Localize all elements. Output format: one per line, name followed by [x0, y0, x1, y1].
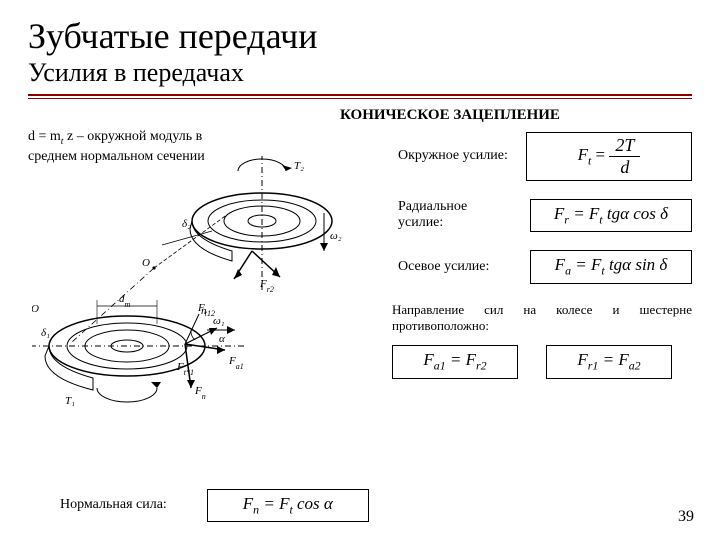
section-heading: КОНИЧЕСКОЕ ЗАЦЕПЛЕНИЕ	[208, 107, 692, 124]
svg-text:Fr2: Fr2	[259, 278, 274, 294]
svg-text:ω₂: ω₂	[330, 230, 342, 242]
row-axial: Осевое усилие: Fa = Ft tgα sin δ	[392, 250, 692, 283]
svg-text:O: O	[32, 303, 39, 315]
formula-fn: Fn = Ft cos α	[207, 489, 369, 522]
normal-force-row: Нормальная сила: Fn = Ft cos α	[60, 489, 369, 522]
svg-text:α: α	[219, 333, 225, 345]
svg-text:O: O	[142, 257, 150, 269]
svg-text:δ₁: δ₁	[41, 327, 50, 339]
bevel-gear-diagram: T₂ ω₂ δ₂ Fr2 Ft12	[32, 156, 372, 416]
page-subtitle: Усилия в передачах	[28, 58, 692, 88]
svg-text:Fa1: Fa1	[228, 355, 244, 371]
svg-text:n: n	[201, 305, 207, 317]
label-radial: Радиальное усилие:	[392, 199, 508, 231]
svg-text:ω₁: ω₁	[213, 315, 225, 327]
row-circumferential: Окружное усилие: Ft = 2T d	[392, 132, 692, 181]
row-radial: Радиальное усилие: Fr = Ft tgα cos δ	[392, 199, 692, 232]
formula-fa: Fa = Ft tgα sin δ	[530, 250, 692, 283]
formula-fa1: Fa1 = Fr2	[392, 345, 518, 378]
formula-fr: Fr = Ft tgα cos δ	[530, 199, 692, 232]
formula-ft: Ft = 2T d	[526, 132, 692, 181]
title-rule	[28, 94, 692, 99]
label-axial: Осевое усилие:	[392, 259, 508, 275]
svg-text:T₂: T₂	[294, 160, 304, 172]
label-normal: Нормальная сила:	[60, 497, 167, 513]
equal-forces: Fa1 = Fr2 Fr1 = Fa2	[392, 345, 692, 378]
svg-text:T₁: T₁	[65, 395, 75, 407]
formula-column: Окружное усилие: Ft = 2T d Радиальное ус…	[392, 132, 692, 379]
label-circumferential: Окружное усилие:	[392, 148, 508, 164]
page-title: Зубчатые передачи	[28, 18, 692, 56]
page-number: 39	[678, 508, 694, 526]
formula-fr1: Fr1 = Fa2	[546, 345, 672, 378]
direction-note: Направление сил на колесе и шестерне про…	[392, 302, 692, 336]
svg-text:δ₂: δ₂	[182, 218, 191, 230]
svg-text:Fn: Fn	[194, 385, 206, 401]
